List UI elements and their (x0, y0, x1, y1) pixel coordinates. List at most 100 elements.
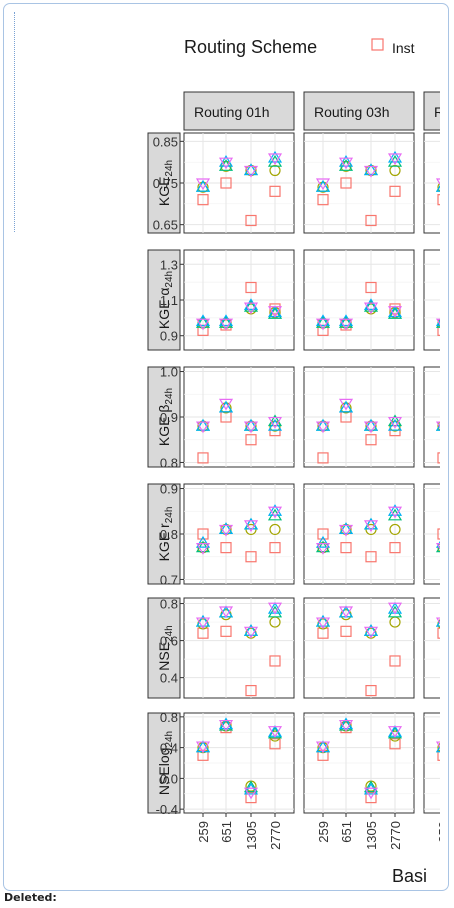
point-green (218, 159, 234, 171)
point-magenta (387, 416, 403, 429)
point-magenta (387, 506, 403, 519)
point-inst (437, 452, 440, 464)
point-blue (387, 150, 403, 163)
point-magenta (218, 318, 234, 331)
point-inst (317, 749, 329, 761)
point-blue (195, 614, 211, 627)
panel-kge-col-3 (423, 132, 440, 234)
point-inst (317, 528, 329, 540)
point-inst (365, 214, 377, 227)
point-magenta (387, 726, 403, 738)
point-magenta (363, 626, 379, 639)
ytick-label: -0.4 (156, 802, 178, 817)
point-inst (245, 684, 257, 697)
point-magenta (267, 306, 283, 318)
panel-bg (423, 597, 440, 699)
panel-beta-col-3 (423, 366, 440, 468)
xtick-label: 259 (436, 821, 451, 843)
point-magenta (267, 726, 283, 738)
point-blue (363, 163, 379, 176)
point-inst (365, 684, 377, 697)
point-magenta (267, 506, 283, 519)
row-label-main: KGE r (156, 523, 172, 561)
point-blue (195, 314, 211, 327)
point-blue (267, 150, 283, 163)
point-inst (220, 177, 232, 189)
point-blue (338, 717, 354, 730)
panel-kge-col-1 (183, 132, 295, 234)
row-label-sub: 24h (164, 731, 175, 748)
point-green (315, 316, 331, 328)
point-magenta (363, 302, 379, 315)
point-inst (269, 738, 281, 750)
ytick-label: 1.0 (160, 365, 178, 380)
point-olive (389, 523, 401, 536)
point-magenta (338, 606, 354, 619)
point-magenta (387, 306, 403, 318)
point-inst (197, 194, 209, 206)
row-label-main: KGE (156, 177, 172, 207)
strip-col-label-3: R (434, 104, 444, 120)
strip-row-label-beta: KGE β24h (156, 388, 175, 446)
point-blue (363, 517, 379, 530)
point-inst (340, 177, 352, 189)
point-inst (269, 655, 281, 667)
point-green (267, 307, 283, 319)
point-blue (363, 418, 379, 431)
point-inst (340, 542, 352, 554)
point-magenta (218, 524, 234, 537)
point-green (387, 155, 403, 167)
point-blue (243, 298, 259, 310)
point-magenta (315, 318, 331, 331)
point-magenta (267, 416, 283, 429)
point-magenta (315, 617, 331, 630)
point-inst (437, 194, 440, 206)
point-magenta (315, 543, 331, 555)
ytick-label: 1.1 (160, 293, 178, 308)
point-blue (267, 504, 283, 516)
panel-kge-col-2 (303, 132, 415, 234)
point-magenta (387, 602, 403, 615)
deleted-label: Deleted: (4, 891, 57, 904)
point-inst (365, 281, 377, 294)
xtick-label: 2770 (388, 821, 403, 850)
row-label-main: KGE β (156, 405, 172, 447)
point-olive (437, 182, 440, 192)
point-blue (338, 314, 354, 327)
point-inst (389, 542, 401, 554)
strip-col-label-1: Routing 01h (194, 104, 270, 120)
point-magenta (243, 520, 259, 533)
xtick-label: 259 (316, 821, 331, 843)
point-magenta (338, 157, 354, 170)
panel-alpha-col-1 (183, 249, 295, 351)
panel-nse-col-2 (303, 597, 415, 699)
legend-title: Routing Scheme (184, 37, 317, 57)
point-magenta (195, 178, 211, 191)
ytick-label: 0.8 (160, 527, 178, 542)
point-magenta (218, 157, 234, 170)
strip-row-kge (147, 132, 181, 234)
point-blue (218, 155, 234, 167)
ytick-label: 0.6 (160, 634, 178, 649)
point-blue (218, 314, 234, 327)
point-magenta (387, 153, 403, 166)
ytick-label: 0.8 (160, 597, 178, 612)
point-blue (195, 535, 211, 548)
point-blue (195, 418, 211, 431)
point-blue (338, 400, 354, 413)
point-magenta (267, 602, 283, 615)
point-inst (317, 452, 329, 464)
point-inst (245, 281, 257, 294)
point-blue (195, 180, 211, 192)
point-olive (269, 164, 281, 177)
point-inst (437, 324, 440, 336)
point-inst (437, 627, 440, 639)
panel-alpha-col-2 (303, 249, 415, 351)
point-magenta (363, 520, 379, 533)
point-magenta (363, 165, 379, 178)
strip-row-label-nselog: NSElog24h (156, 731, 175, 795)
ytick-label: 0.65 (153, 218, 178, 233)
point-inst (220, 625, 232, 637)
ytick-label: 0.0 (160, 771, 178, 786)
ytick-label: 0.9 (160, 329, 178, 344)
